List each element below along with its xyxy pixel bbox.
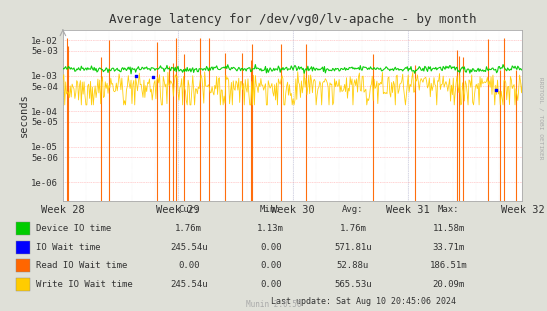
Text: 1.13m: 1.13m xyxy=(257,224,284,233)
Text: Munin 2.0.56: Munin 2.0.56 xyxy=(246,300,301,309)
Point xyxy=(131,73,140,78)
Text: Device IO time: Device IO time xyxy=(36,224,111,233)
Text: 565.53u: 565.53u xyxy=(334,280,371,289)
Title: Average latency for /dev/vg0/lv-apache - by month: Average latency for /dev/vg0/lv-apache -… xyxy=(109,13,476,26)
Text: Max:: Max: xyxy=(438,206,459,214)
Text: Min:: Min: xyxy=(260,206,282,214)
Text: Avg:: Avg: xyxy=(342,206,364,214)
Text: RRDTOOL / TOBI OETIKER: RRDTOOL / TOBI OETIKER xyxy=(538,77,543,160)
Y-axis label: seconds: seconds xyxy=(19,93,28,137)
Text: Read IO Wait time: Read IO Wait time xyxy=(36,262,127,270)
Text: 571.81u: 571.81u xyxy=(334,243,371,252)
Text: 11.58m: 11.58m xyxy=(433,224,464,233)
Text: 0.00: 0.00 xyxy=(178,262,200,270)
Point xyxy=(491,87,500,92)
Text: 0.00: 0.00 xyxy=(260,243,282,252)
Text: 186.51m: 186.51m xyxy=(430,262,467,270)
Text: 1.76m: 1.76m xyxy=(175,224,202,233)
Text: 52.88u: 52.88u xyxy=(337,262,369,270)
Text: 245.54u: 245.54u xyxy=(170,280,207,289)
Text: 245.54u: 245.54u xyxy=(170,243,207,252)
Text: Write IO Wait time: Write IO Wait time xyxy=(36,280,132,289)
Point xyxy=(149,75,158,80)
Text: 0.00: 0.00 xyxy=(260,262,282,270)
Text: 33.71m: 33.71m xyxy=(433,243,464,252)
Text: 0.00: 0.00 xyxy=(260,280,282,289)
Text: 1.76m: 1.76m xyxy=(339,224,366,233)
Text: IO Wait time: IO Wait time xyxy=(36,243,100,252)
Text: Last update: Sat Aug 10 20:45:06 2024: Last update: Sat Aug 10 20:45:06 2024 xyxy=(271,297,456,306)
Text: 20.09m: 20.09m xyxy=(433,280,464,289)
Text: Cur:: Cur: xyxy=(178,206,200,214)
